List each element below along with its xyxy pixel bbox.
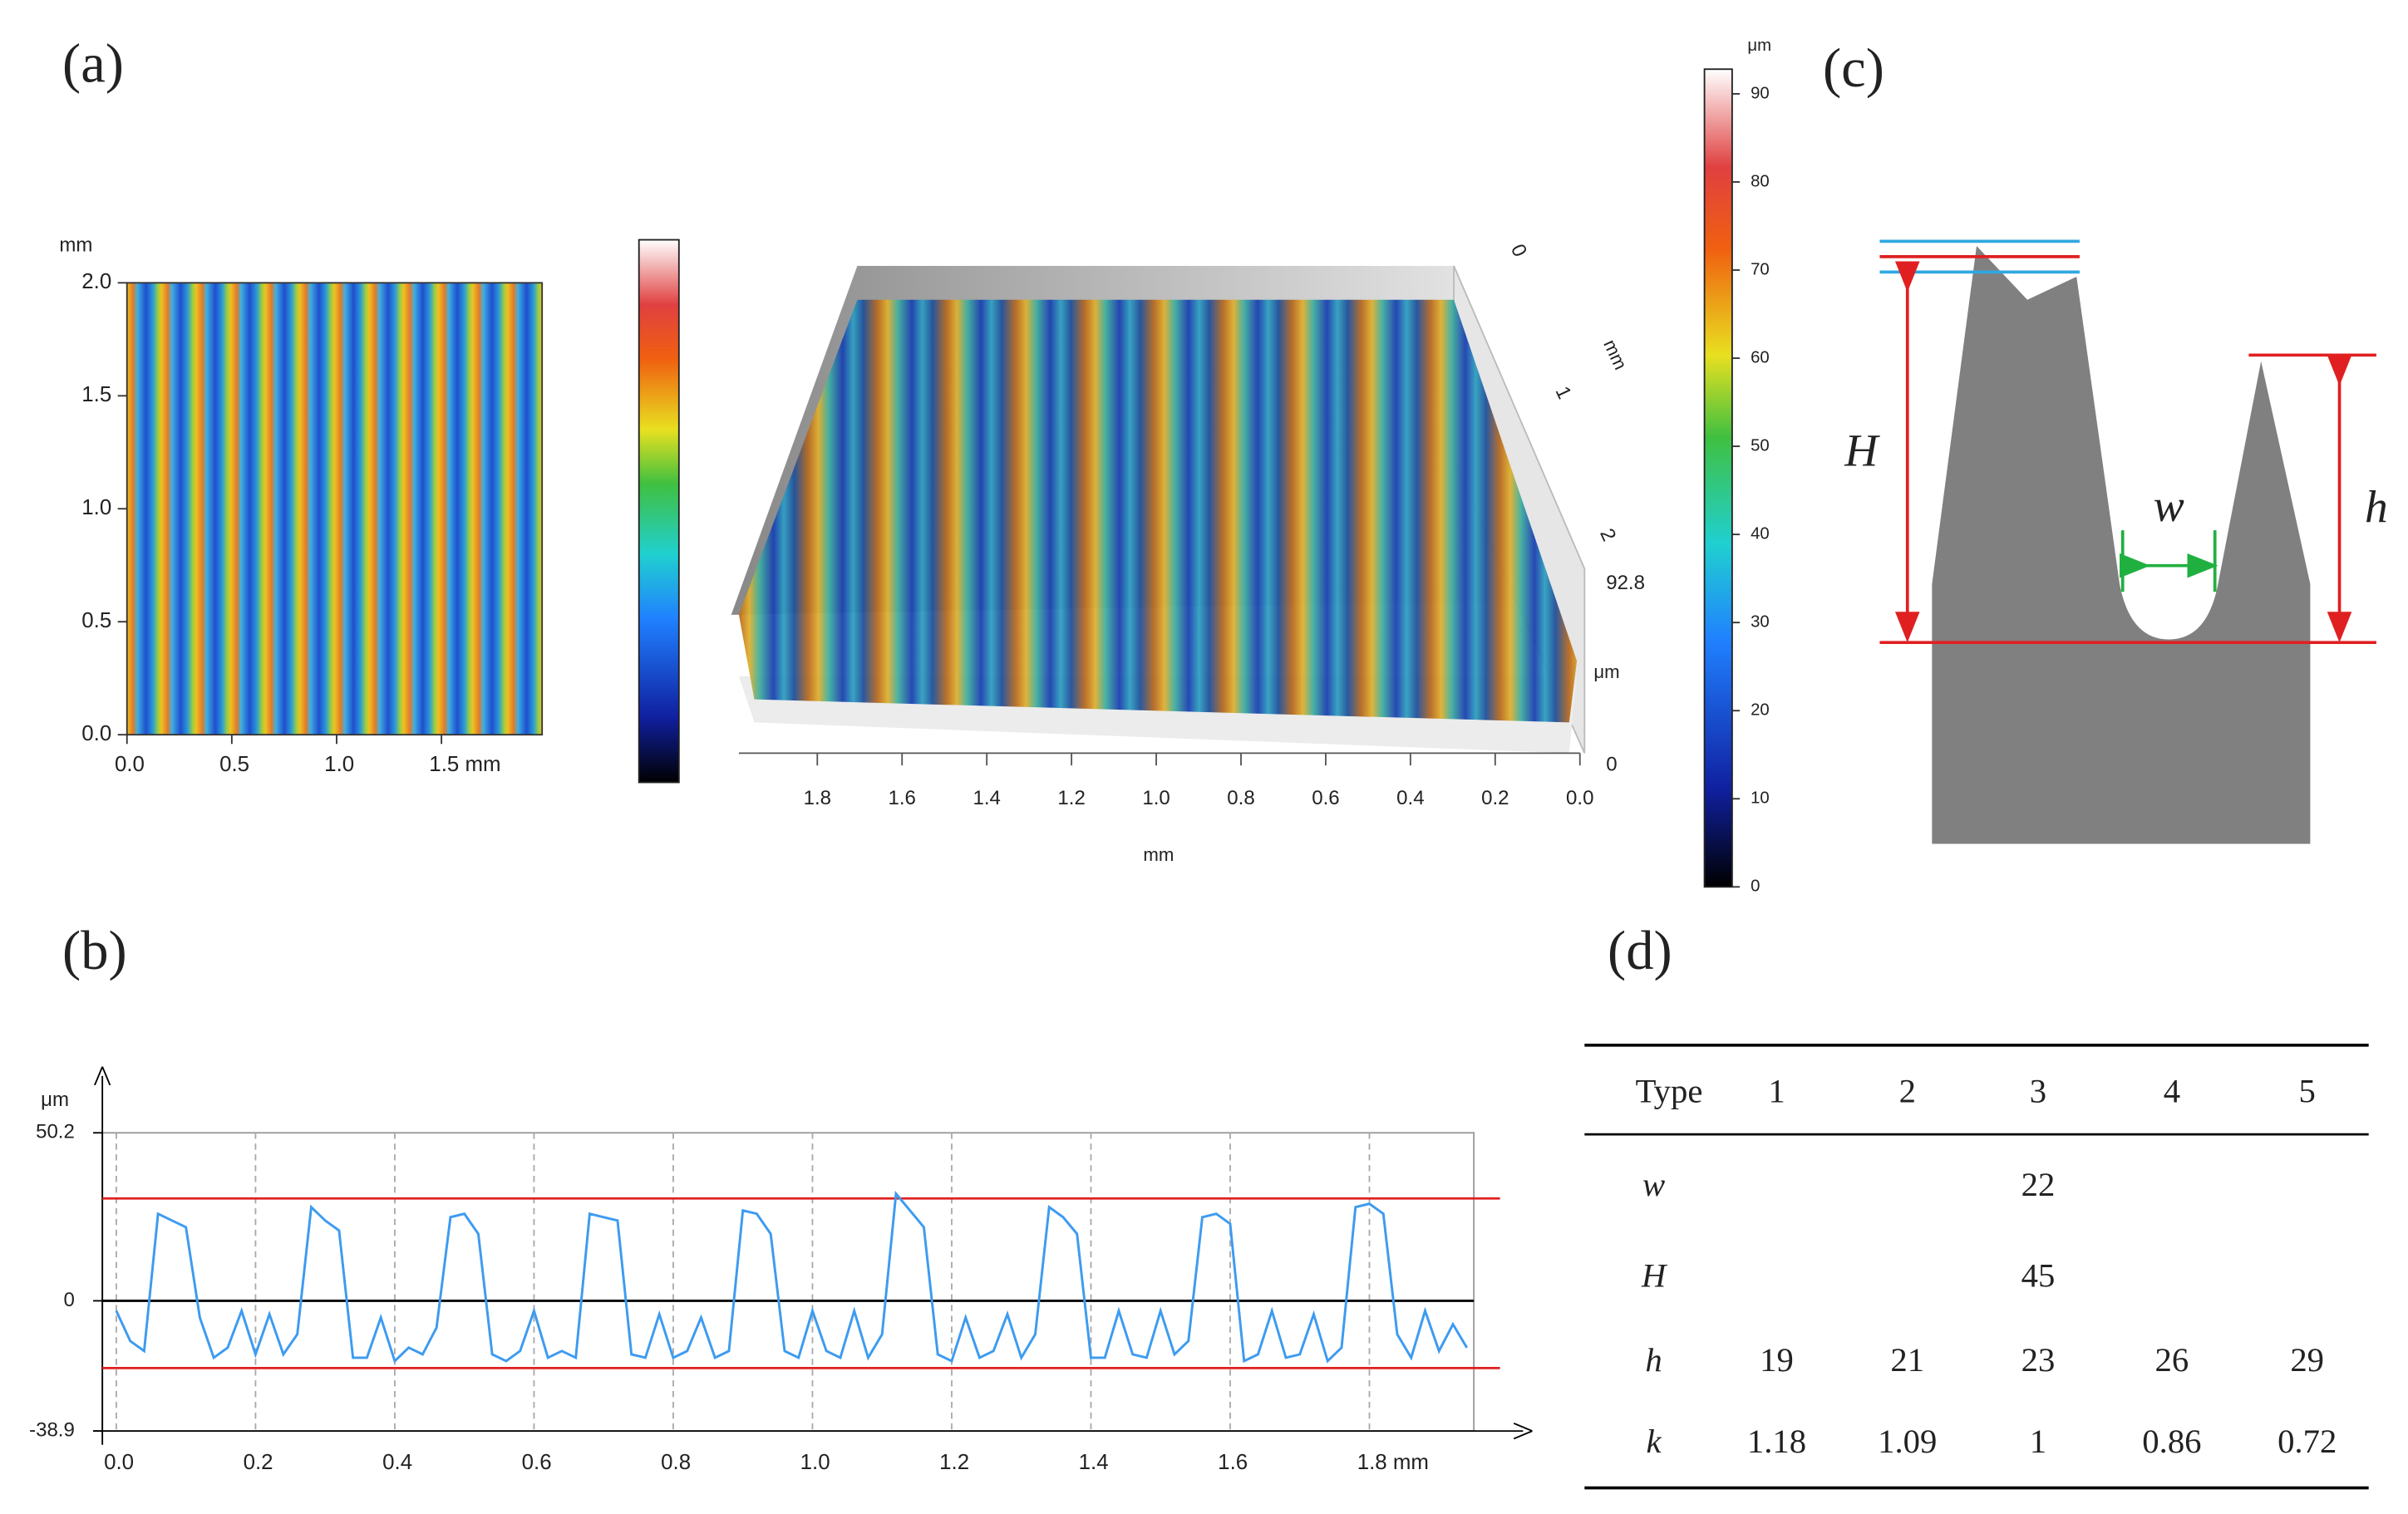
colorbar-tick-label: 70 [1751,260,1770,278]
colorbar [1703,68,1733,888]
surface [738,299,1578,723]
groove-profile [1932,245,2311,844]
x-tick-label: 0.0 [104,1451,134,1474]
x-tick-label: 1.0 [324,753,354,776]
x-tick-label: 0.0 [115,753,145,776]
y-tick-label: 50.2 [36,1121,75,1143]
x-tick-label: 1.8 mm [1357,1451,1429,1474]
axis-unit: mm [59,233,92,256]
axis-label: mm [1599,337,1631,373]
x-tick-label: 0.5 [219,753,249,776]
table-header: 1 [1768,1072,1785,1109]
dimension-label: h [2365,483,2388,533]
axis-label: μm [1593,661,1619,682]
y-tick-label: 2.0 [81,270,111,293]
x-tick-label: 1.4 [973,787,1000,809]
x-tick-label: 1.4 [1079,1451,1109,1474]
row-label: k [1647,1423,1662,1460]
x-tick-label: 0.2 [244,1451,273,1474]
table-cell: 22 [2021,1166,2056,1203]
dimension-label: w [2154,481,2184,532]
table-cell: 45 [2021,1256,2056,1294]
table-header: 2 [1899,1072,1916,1109]
x-tick-label: 1.6 [1218,1451,1248,1474]
colorbar-tick-label: 60 [1751,348,1770,366]
row-label: h [1645,1341,1662,1379]
table-cell: 23 [2021,1341,2056,1379]
row-label: w [1642,1166,1665,1203]
x-tick-label: 0.8 [661,1451,691,1474]
x-tick-label: 1.8 [804,787,831,809]
colorbar-tick-label: 50 [1751,436,1770,455]
height-map [126,283,543,735]
table-header: 4 [2164,1072,2180,1109]
table-cell: 1 [2030,1423,2046,1460]
table-cell: 29 [2290,1341,2324,1379]
colorbar-tick-label: 0 [1751,877,1760,896]
y-tick-label: -38.9 [29,1418,75,1441]
axis-unit: μm [41,1089,69,1111]
x-tick-label: 1.6 [889,787,916,809]
colorbar-tick-label: 30 [1751,613,1770,632]
table-cell: 21 [1890,1341,1924,1379]
table-cell: 19 [1760,1341,1794,1379]
y-tick-label: 0.0 [81,722,111,745]
depth-tick-label: 0 [1506,241,1531,261]
table-header: 5 [2299,1072,2316,1109]
row-label: H [1641,1256,1668,1294]
table-cell: 26 [2155,1341,2189,1379]
colorbar-unit: μm [1747,37,1771,55]
x-tick-label: 0.2 [1481,787,1509,809]
colorbar-tick-label: 20 [1751,701,1770,720]
plot-frame [101,1132,1475,1433]
y-tick-label: 1.0 [81,496,111,519]
panel-label: (b) [62,921,127,981]
table-header: Type [1636,1072,1703,1109]
x-tick-label: 1.5 mm [429,753,500,776]
x-tick-label: 0.6 [1312,787,1339,809]
y-tick-label: 0.5 [81,609,111,632]
y-tick-label: 1.5 [81,383,111,406]
table-cell: 1.18 [1747,1423,1806,1460]
x-tick-label: 1.2 [1057,787,1085,809]
x-tick-label: 1.2 [939,1451,969,1474]
x-tick-label: 0.4 [1396,787,1424,809]
table-cell: 0.86 [2142,1423,2201,1460]
y-tick-label: 0 [63,1289,74,1311]
z-tick-label: 92.8 [1606,572,1645,594]
x-tick-label: 0.0 [1566,787,1593,809]
depth-tick-label: 1 [1551,383,1576,403]
dimension-label: H [1844,425,1880,476]
colorbar-tick-label: 80 [1751,172,1770,190]
panel-label: (a) [62,34,124,95]
colorbar-tick-label: 40 [1751,525,1770,543]
table-cell: 1.09 [1878,1423,1937,1460]
x-tick-label: 0.8 [1227,787,1254,809]
table-cell: 0.72 [2278,1423,2337,1460]
colorbar [638,238,680,784]
profile-line [115,1190,1469,1364]
axis-label: mm [1143,844,1174,865]
colorbar-tick-label: 90 [1751,84,1770,102]
colorbar-tick-label: 10 [1751,789,1770,808]
table-header: 3 [2030,1072,2046,1109]
x-tick-label: 1.0 [800,1451,830,1474]
depth-tick-label: 2 [1595,525,1620,545]
x-tick-label: 0.4 [382,1451,412,1474]
panel-label: (c) [1823,38,1884,99]
z-tick-label: 0 [1606,754,1617,776]
panel-label: (d) [1608,921,1672,981]
x-tick-label: 1.0 [1142,787,1170,809]
x-tick-label: 0.6 [522,1451,552,1474]
